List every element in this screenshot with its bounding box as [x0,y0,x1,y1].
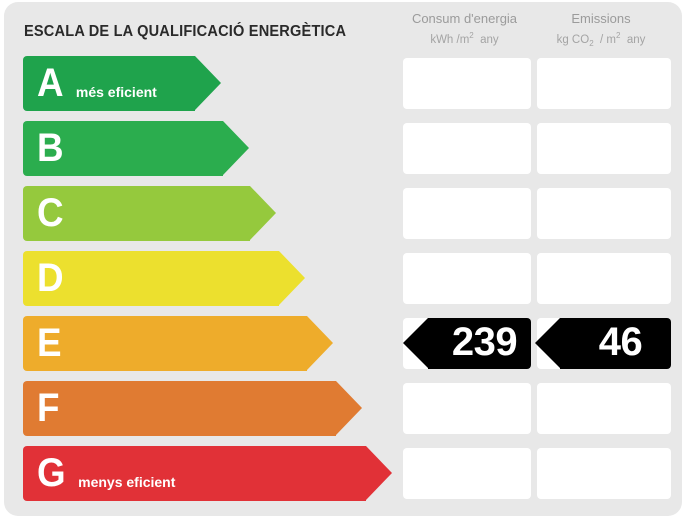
consumption-cell-f [403,383,531,434]
emissions-cell-c [537,188,671,239]
consumption-value-badge: 239 [403,318,531,369]
label-header: ESCALA DE LA QUALIFICACIÓ ENERGÈTICA Con… [4,2,682,56]
grade-bar-b: B [23,121,249,176]
label-panel: ESCALA DE LA QUALIFICACIÓ ENERGÈTICA Con… [4,2,682,516]
emissions-cell-b [537,123,671,174]
column-header-emissions-unit: kg CO2 / m2 any [556,30,646,48]
grade-letter-d: D [37,255,64,300]
consumption-cell-b [403,123,531,174]
consumption-cell-a [403,58,531,109]
consumption-cell-d [403,253,531,304]
grade-bar-d: D [23,251,305,306]
column-header-consumption-label: Consum d'energia [411,11,518,26]
grade-letter-f: F [37,385,60,430]
emissions-cell-f [537,383,671,434]
scale-row-d: D [4,251,682,306]
scale-row-c: C [4,186,682,241]
scale-row-b: B [4,121,682,176]
column-header-emissions: Emissions kg CO2 / m2 any [531,10,671,49]
scale-row-e: E 239 46 [4,316,682,371]
consumption-cell-g [403,448,531,499]
emissions-cell-g [537,448,671,499]
emissions-value-text: 46 [598,319,643,364]
grade-letter-a: A [37,60,64,105]
column-header-emissions-label: Emissions [571,11,631,26]
grade-note-a: més eficient [75,83,157,100]
grade-letter-e: E [37,320,62,365]
column-header-consumption: Consum d'energia kWh /m2 any [398,10,531,48]
emissions-value-badge: 46 [535,318,671,369]
grade-letter-b: B [37,125,64,170]
consumption-value-text: 239 [451,319,518,364]
grade-letter-c: C [37,190,64,235]
emissions-cell-a [537,58,671,109]
scale-row-f: F [4,381,682,436]
grade-bar-f: F [23,381,362,436]
emissions-cell-d [537,253,671,304]
consumption-cell-c [403,188,531,239]
grade-bar-c: C [23,186,276,241]
grade-note-g: menys eficient [78,473,176,490]
grade-bar-e: E [23,316,333,371]
column-header-consumption-unit: kWh /m2 any [430,30,499,46]
page-title: ESCALA DE LA QUALIFICACIÓ ENERGÈTICA [24,23,347,40]
grade-letter-g: G [37,450,66,495]
